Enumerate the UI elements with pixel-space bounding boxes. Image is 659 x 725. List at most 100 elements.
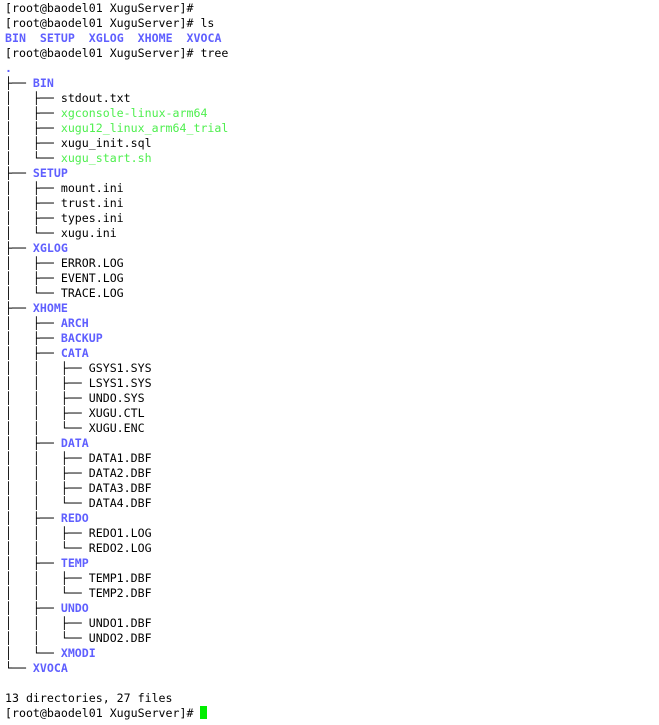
output-text (75, 31, 89, 45)
file-name: DATA2.DBF (88, 466, 152, 480)
file-name: TEMP2.DBF (88, 586, 152, 600)
executable-file-name: xugu_start.sh (60, 151, 152, 165)
terminal-line: │ │ ├── XUGU.CTL (5, 406, 228, 421)
terminal-line: [root@baodel01 XuguServer]# (5, 1, 228, 16)
terminal-line: BIN SETUP XGLOG XHOME XVOCA (5, 31, 228, 46)
tree-branch: │ ├── (5, 91, 61, 105)
file-name: REDO2.LOG (88, 541, 152, 555)
terminal-line: ├── XHOME (5, 301, 228, 316)
terminal-line: │ │ └── UNDO2.DBF (5, 631, 228, 646)
terminal-line: │ └── XMODI (5, 646, 228, 661)
tree-branch: │ └── (5, 286, 61, 300)
directory-name: XMODI (60, 646, 96, 660)
terminal-line: │ │ ├── LSYS1.SYS (5, 376, 228, 391)
tree-branch: │ │ ├── (5, 466, 89, 480)
tree-branch: │ │ └── (5, 631, 89, 645)
tree-branch: ├── (5, 76, 33, 90)
tree-branch: │ │ └── (5, 541, 89, 555)
directory-name: XHOME (137, 31, 173, 45)
directory-name: XGLOG (88, 31, 124, 45)
terminal-line: │ ├── UNDO (5, 601, 228, 616)
tree-branch: │ │ ├── (5, 391, 89, 405)
terminal-line: │ ├── BACKUP (5, 331, 228, 346)
file-name: xugu_init.sql (60, 136, 152, 150)
terminal-line: [root@baodel01 XuguServer]# (5, 706, 228, 721)
tree-branch: │ ├── (5, 316, 61, 330)
tree-branch: │ └── (5, 226, 61, 240)
terminal-line (5, 676, 228, 691)
terminal-line: ├── SETUP (5, 166, 228, 181)
terminal-line: 13 directories, 27 files (5, 691, 228, 706)
tree-branch: │ └── (5, 151, 61, 165)
tree-branch: │ ├── (5, 136, 61, 150)
terminal-cursor (200, 706, 208, 719)
file-name: DATA3.DBF (88, 481, 152, 495)
terminal-line: │ ├── xgconsole-linux-arm64 (5, 106, 228, 121)
directory-name: XHOME (32, 301, 68, 315)
directory-name: ARCH (60, 316, 89, 330)
tree-branch: │ ├── (5, 331, 61, 345)
file-name: TRACE.LOG (60, 286, 124, 300)
terminal-line: │ ├── EVENT.LOG (5, 271, 228, 286)
output-text (26, 31, 40, 45)
shell-prompt: [root@baodel01 XuguServer]# (5, 706, 201, 720)
terminal-line: │ │ └── XUGU.ENC (5, 421, 228, 436)
tree-branch: │ │ ├── (5, 571, 89, 585)
tree-branch: │ ├── (5, 511, 61, 525)
output-text: 13 directories, 27 files (5, 691, 173, 705)
file-name: XUGU.CTL (88, 406, 145, 420)
executable-file-name: xugu12_linux_arm64_trial (60, 121, 229, 135)
terminal-line: │ ├── types.ini (5, 211, 228, 226)
terminal-line: │ ├── CATA (5, 346, 228, 361)
terminal-line: │ ├── DATA (5, 436, 228, 451)
tree-branch: │ │ └── (5, 421, 89, 435)
directory-name: XVOCA (186, 31, 222, 45)
terminal-line: │ │ ├── REDO1.LOG (5, 526, 228, 541)
directory-name: TEMP (60, 556, 89, 570)
shell-prompt: [root@baodel01 XuguServer]# (5, 1, 194, 15)
shell-prompt: [root@baodel01 XuguServer]# ls (5, 16, 215, 30)
terminal-line: │ └── xugu_start.sh (5, 151, 228, 166)
tree-branch: │ ├── (5, 436, 61, 450)
tree-branch: │ │ ├── (5, 526, 89, 540)
directory-name: SETUP (39, 31, 75, 45)
tree-branch: │ ├── (5, 181, 61, 195)
terminal-line: . (5, 61, 228, 76)
file-name: XUGU.ENC (88, 421, 145, 435)
tree-branch: ├── (5, 241, 33, 255)
directory-name: BIN (32, 76, 54, 90)
terminal-line: │ ├── trust.ini (5, 196, 228, 211)
terminal-line: └── XVOCA (5, 661, 228, 676)
terminal-line: │ └── TRACE.LOG (5, 286, 228, 301)
tree-branch: │ ├── (5, 106, 61, 120)
directory-name: BIN (5, 31, 26, 45)
file-name: mount.ini (60, 181, 124, 195)
shell-prompt: [root@baodel01 XuguServer]# tree (5, 46, 229, 60)
file-name: REDO1.LOG (88, 526, 152, 540)
file-name: trust.ini (60, 196, 124, 210)
tree-branch: │ ├── (5, 256, 61, 270)
tree-branch: │ │ └── (5, 496, 89, 510)
directory-name: DATA (60, 436, 89, 450)
tree-branch: │ │ └── (5, 586, 89, 600)
directory-name: . (5, 61, 12, 75)
output-text (173, 31, 187, 45)
directory-name: BACKUP (60, 331, 103, 345)
file-name: ERROR.LOG (60, 256, 124, 270)
file-name: stdout.txt (60, 91, 131, 105)
terminal-line: ├── BIN (5, 76, 228, 91)
tree-branch: │ │ ├── (5, 406, 89, 420)
terminal-line: │ │ ├── UNDO.SYS (5, 391, 228, 406)
terminal-line: │ ├── REDO (5, 511, 228, 526)
terminal-line: [root@baodel01 XuguServer]# tree (5, 46, 228, 61)
terminal-line: [root@baodel01 XuguServer]# ls (5, 16, 228, 31)
file-name: UNDO2.DBF (88, 631, 152, 645)
terminal-line: │ │ └── DATA4.DBF (5, 496, 228, 511)
terminal-line: │ ├── ERROR.LOG (5, 256, 228, 271)
terminal-output[interactable]: [root@baodel01 XuguServer]# [root@baodel0… (5, 1, 228, 721)
terminal-line: │ ├── TEMP (5, 556, 228, 571)
tree-branch: │ ├── (5, 556, 61, 570)
tree-branch: └── (5, 661, 33, 675)
terminal-line: │ │ ├── GSYS1.SYS (5, 361, 228, 376)
terminal-line: │ ├── xugu12_linux_arm64_trial (5, 121, 228, 136)
